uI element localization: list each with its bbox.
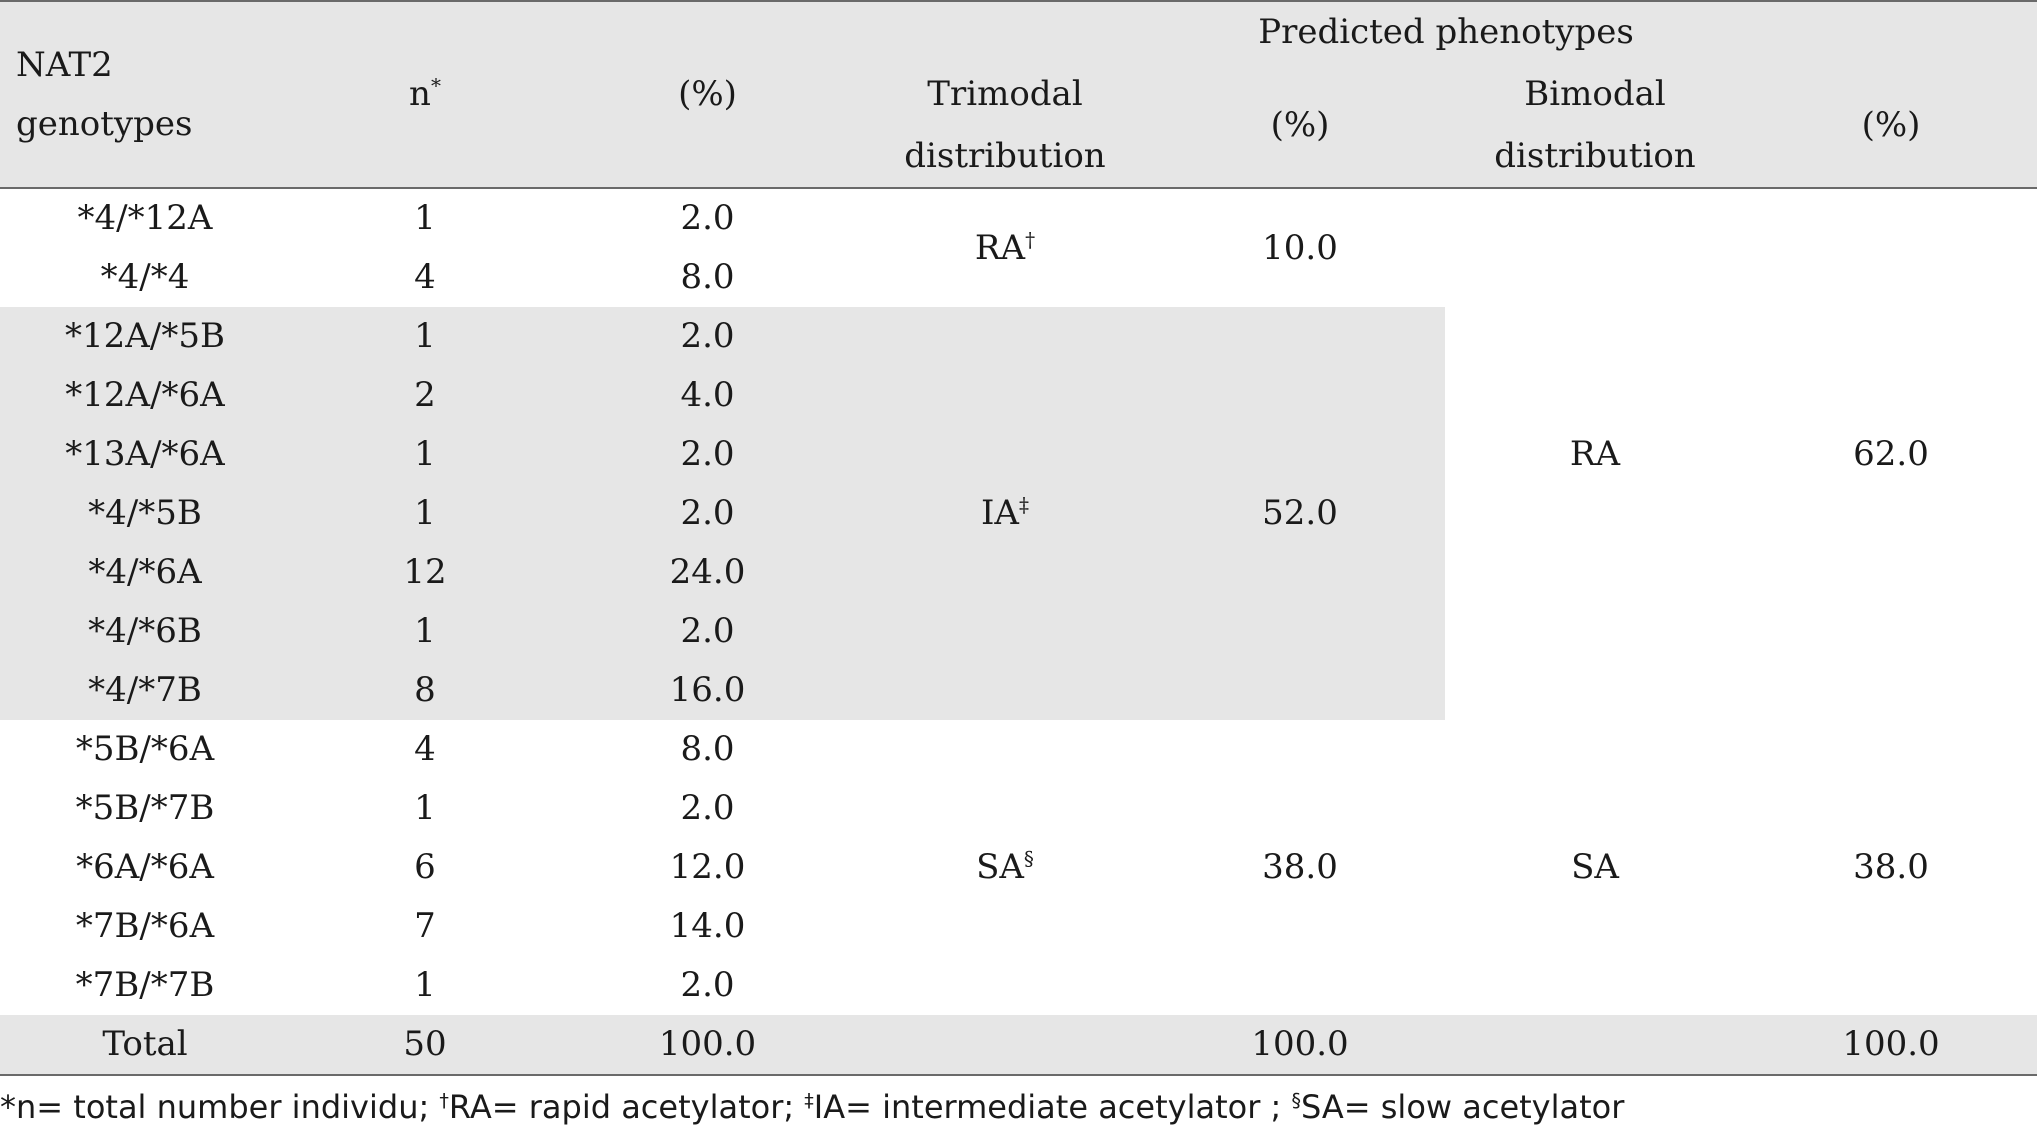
n-cell: 1: [290, 779, 560, 838]
total-label: Total: [0, 1015, 290, 1075]
pct-cell: 2.0: [560, 307, 855, 366]
genotype-cell: *4/*6A: [0, 543, 290, 602]
n-cell: 7: [290, 897, 560, 956]
n-cell: 1: [290, 956, 560, 1015]
footnote-mark: ‡: [804, 1089, 814, 1111]
footnote-text: SA= slow acetylator: [1301, 1088, 1624, 1126]
total-pct: 100.0: [560, 1015, 855, 1075]
pct-cell: 12.0: [560, 838, 855, 897]
n-cell: 1: [290, 188, 560, 248]
pct-cell: 24.0: [560, 543, 855, 602]
bimodal-sa-cell: SA: [1445, 720, 1745, 1015]
genotype-cell: *4/*5B: [0, 484, 290, 543]
phenotype-table-container: NAT2 genotypes n* (%) Predicted phenotyp…: [0, 0, 2037, 1076]
total-n: 50: [290, 1015, 560, 1075]
header-trimodal-pct: (%): [1155, 63, 1445, 188]
trimodal-sa-cell: SA§: [855, 720, 1155, 1015]
n-cell: 4: [290, 248, 560, 307]
trimodal-mark: ‡: [1019, 493, 1029, 517]
footnote-text: n= total number individu;: [16, 1088, 439, 1126]
total-bimodal-pct: 100.0: [1745, 1015, 2037, 1075]
genotype-cell: *7B/*6A: [0, 897, 290, 956]
genotype-cell: *7B/*7B: [0, 956, 290, 1015]
table-body: *4/*12A 1 2.0 RA† 10.0 RA 62.0 *4/*4 4 8…: [0, 188, 2037, 1075]
pct-cell: 2.0: [560, 956, 855, 1015]
bimodal-ra-pct: 62.0: [1745, 188, 2037, 720]
pct-cell: 2.0: [560, 425, 855, 484]
genotype-cell: *13A/*6A: [0, 425, 290, 484]
trimodal-ra-pct: 10.0: [1155, 188, 1445, 307]
n-cell: 6: [290, 838, 560, 897]
total-trimodal-empty: [855, 1015, 1155, 1075]
trimodal-ra-cell: RA†: [855, 188, 1155, 307]
header-genotype: NAT2 genotypes: [0, 1, 290, 188]
table-row: *5B/*6A 4 8.0 SA§ 38.0 SA 38.0: [0, 720, 2037, 779]
header-pct: (%): [560, 1, 855, 188]
header-bimodal: Bimodal distribution: [1445, 63, 1745, 188]
total-row: Total 50 100.0 100.0 100.0: [0, 1015, 2037, 1075]
footnote-mark: *: [0, 1088, 16, 1126]
genotype-cell: *4/*4: [0, 248, 290, 307]
trimodal-mark: §: [1024, 847, 1034, 871]
total-bimodal-empty: [1445, 1015, 1745, 1075]
genotype-cell: *4/*6B: [0, 602, 290, 661]
n-cell: 1: [290, 307, 560, 366]
table-header: NAT2 genotypes n* (%) Predicted phenotyp…: [0, 1, 2037, 188]
pct-cell: 8.0: [560, 720, 855, 779]
total-trimodal-pct: 100.0: [1155, 1015, 1445, 1075]
n-cell: 1: [290, 602, 560, 661]
pct-cell: 14.0: [560, 897, 855, 956]
table-footnote: *n= total number individu; †RA= rapid ac…: [0, 1085, 2037, 1129]
pct-cell: 4.0: [560, 366, 855, 425]
header-bimodal-line1: Bimodal: [1524, 74, 1665, 114]
genotype-cell: *12A/*5B: [0, 307, 290, 366]
genotype-cell: *4/*7B: [0, 661, 290, 720]
header-n-mark: *: [431, 74, 441, 98]
n-cell: 8: [290, 661, 560, 720]
trimodal-ia-pct: 52.0: [1155, 307, 1445, 720]
footnote-text: IA= intermediate acetylator ;: [814, 1088, 1292, 1126]
header-trimodal: Trimodal distribution: [855, 63, 1155, 188]
pct-cell: 2.0: [560, 602, 855, 661]
pct-cell: 16.0: [560, 661, 855, 720]
trimodal-ia-cell: IA‡: [855, 307, 1155, 720]
n-cell: 12: [290, 543, 560, 602]
pct-cell: 8.0: [560, 248, 855, 307]
genotype-cell: *4/*12A: [0, 188, 290, 248]
footnote-mark: §: [1291, 1089, 1301, 1111]
n-cell: 1: [290, 484, 560, 543]
footnote-mark: †: [439, 1089, 449, 1111]
bimodal-ra-cell: RA: [1445, 188, 1745, 720]
genotype-cell: *5B/*7B: [0, 779, 290, 838]
footnote-text: RA= rapid acetylator;: [449, 1088, 804, 1126]
trimodal-sa-pct: 38.0: [1155, 720, 1445, 1015]
header-n-label: n: [409, 74, 431, 114]
nat2-genotype-table: NAT2 genotypes n* (%) Predicted phenotyp…: [0, 0, 2037, 1076]
genotype-cell: *6A/*6A: [0, 838, 290, 897]
genotype-cell: *5B/*6A: [0, 720, 290, 779]
table-row: *4/*12A 1 2.0 RA† 10.0 RA 62.0: [0, 188, 2037, 248]
header-predicted-phenotypes: Predicted phenotypes: [855, 1, 2037, 63]
bimodal-sa-pct: 38.0: [1745, 720, 2037, 1015]
trimodal-mark: †: [1025, 227, 1035, 251]
header-n: n*: [290, 1, 560, 188]
pct-cell: 2.0: [560, 188, 855, 248]
n-cell: 4: [290, 720, 560, 779]
header-trimodal-line1: Trimodal: [927, 74, 1082, 114]
trimodal-label: SA: [976, 847, 1024, 887]
header-trimodal-line2: distribution: [904, 136, 1105, 176]
trimodal-label: RA: [975, 228, 1025, 268]
header-bimodal-pct: (%): [1745, 63, 2037, 188]
pct-cell: 2.0: [560, 779, 855, 838]
genotype-cell: *12A/*6A: [0, 366, 290, 425]
n-cell: 2: [290, 366, 560, 425]
pct-cell: 2.0: [560, 484, 855, 543]
n-cell: 1: [290, 425, 560, 484]
header-bimodal-line2: distribution: [1494, 136, 1695, 176]
trimodal-label: IA: [981, 493, 1019, 533]
